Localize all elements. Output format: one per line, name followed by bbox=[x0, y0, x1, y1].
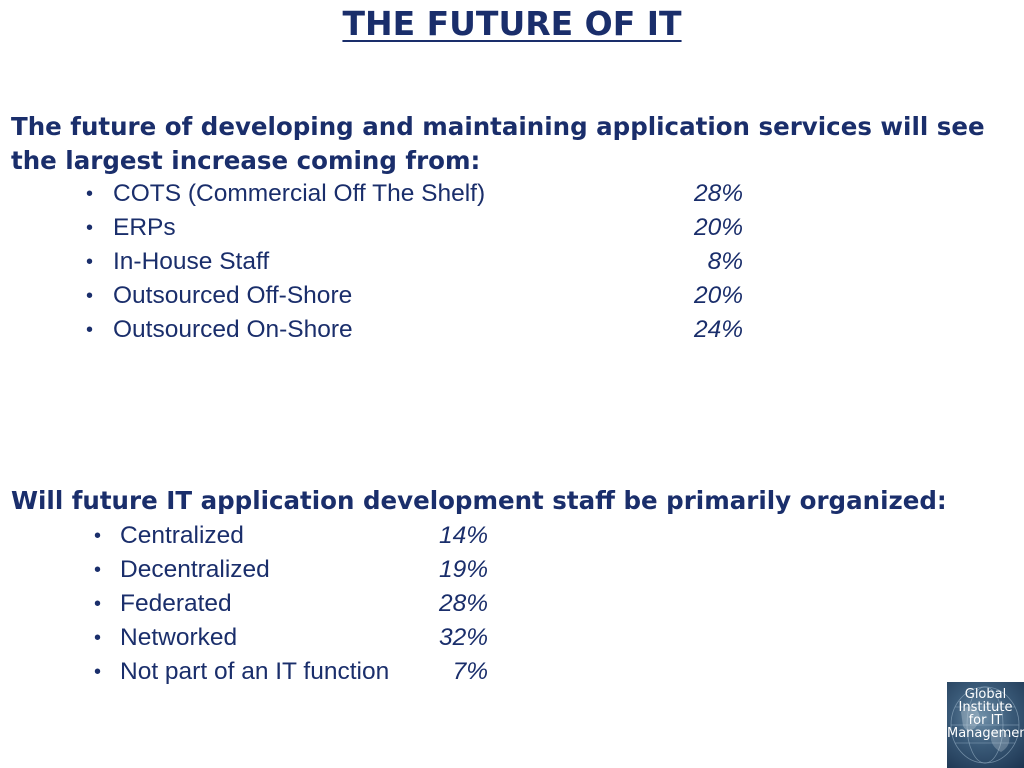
application-services-list: • COTS (Commercial Off The Shelf) 28% • … bbox=[86, 177, 743, 347]
globe-icon bbox=[950, 686, 1020, 764]
bullet-dot-icon: • bbox=[94, 525, 102, 547]
list-item: • Outsourced On-Shore 24% bbox=[86, 313, 743, 347]
bullet-dot-icon: • bbox=[94, 627, 102, 649]
list-item-label: COTS (Commercial Off The Shelf) bbox=[113, 180, 486, 207]
list-item-percent: 19% bbox=[438, 556, 488, 583]
list-item-percent: 7% bbox=[452, 658, 488, 685]
list-item-label: Not part of an IT function bbox=[120, 658, 390, 685]
bullet-dot-icon: • bbox=[86, 285, 94, 307]
page-title-text: THE FUTURE OF IT bbox=[342, 4, 682, 43]
list-item-label: Decentralized bbox=[120, 556, 270, 583]
list-item-label: Federated bbox=[120, 590, 232, 617]
question-line-2: the largest increase coming from: bbox=[11, 146, 481, 175]
list-item-percent: 14% bbox=[438, 522, 488, 549]
list-item: • Centralized 14% bbox=[94, 519, 514, 553]
list-item: • In-House Staff 8% bbox=[86, 245, 743, 279]
list-item-percent: 24% bbox=[693, 316, 743, 343]
bullet-dot-icon: • bbox=[86, 183, 94, 205]
bullet-dot-icon: • bbox=[94, 593, 102, 615]
logo-text: Global Institute for IT Management bbox=[947, 688, 1024, 740]
list-item-percent: 28% bbox=[693, 180, 743, 207]
logo-line-1: Global bbox=[964, 687, 1007, 702]
list-item-label: Centralized bbox=[120, 522, 244, 549]
list-item-label: In-House Staff bbox=[113, 248, 270, 275]
bullet-dot-icon: • bbox=[86, 217, 94, 239]
list-item-percent: 20% bbox=[693, 214, 743, 241]
list-item: • Not part of an IT function 7% bbox=[94, 655, 514, 689]
bullet-dot-icon: • bbox=[94, 661, 102, 683]
list-item: • COTS (Commercial Off The Shelf) 28% bbox=[86, 177, 743, 211]
question-application-services: The future of developing and maintaining… bbox=[11, 110, 985, 178]
list-item-label: Outsourced On-Shore bbox=[113, 316, 353, 343]
list-item: • ERPs 20% bbox=[86, 211, 743, 245]
list-item: • Outsourced Off-Shore 20% bbox=[86, 279, 743, 313]
list-item-percent: 8% bbox=[707, 248, 743, 275]
bullet-dot-icon: • bbox=[94, 559, 102, 581]
list-item-label: ERPs bbox=[113, 214, 176, 241]
page-title: THE FUTURE OF IT bbox=[0, 2, 1024, 46]
staff-organization-list: • Centralized 14% • Decentralized 19% • … bbox=[94, 519, 514, 689]
logo-line-2: Institute bbox=[958, 700, 1013, 715]
list-item-label: Networked bbox=[120, 624, 238, 651]
list-item-percent: 20% bbox=[693, 282, 743, 309]
list-item: • Federated 28% bbox=[94, 587, 514, 621]
list-item: • Decentralized 19% bbox=[94, 553, 514, 587]
logo-line-3: for IT bbox=[968, 713, 1003, 728]
question-line-1: The future of developing and maintaining… bbox=[11, 112, 985, 141]
logo-line-4: Management bbox=[947, 726, 1024, 741]
list-item-percent: 28% bbox=[438, 590, 488, 617]
question-staff-organization: Will future IT application development s… bbox=[11, 486, 947, 515]
list-item-percent: 32% bbox=[438, 624, 488, 651]
global-institute-logo: Global Institute for IT Management bbox=[947, 682, 1024, 768]
bullet-dot-icon: • bbox=[86, 319, 94, 341]
list-item: • Networked 32% bbox=[94, 621, 514, 655]
bullet-dot-icon: • bbox=[86, 251, 94, 273]
list-item-label: Outsourced Off-Shore bbox=[113, 282, 353, 309]
